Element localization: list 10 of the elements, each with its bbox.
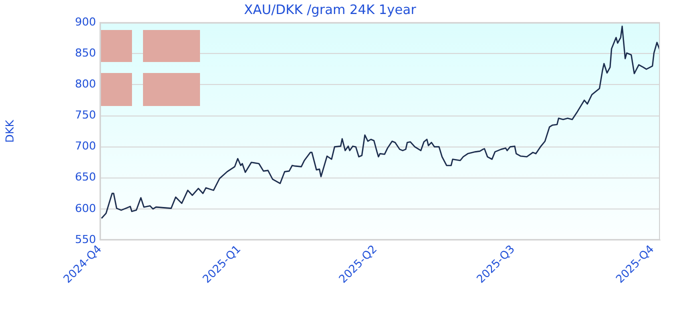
chart-title: XAU/DKK /gram 24K 1year [244,3,417,18]
y-tick-label: 550 [75,232,96,246]
y-tick-label: 900 [75,15,96,28]
y-tick-label: 700 [75,140,96,153]
y-tick-label: 600 [75,202,96,215]
y-axis-title: DKK [3,119,16,143]
y-tick-label: 750 [75,108,96,122]
y-tick-label: 800 [75,78,96,91]
y-tick-label: 850 [75,46,96,60]
y-tick-label: 650 [75,170,96,184]
